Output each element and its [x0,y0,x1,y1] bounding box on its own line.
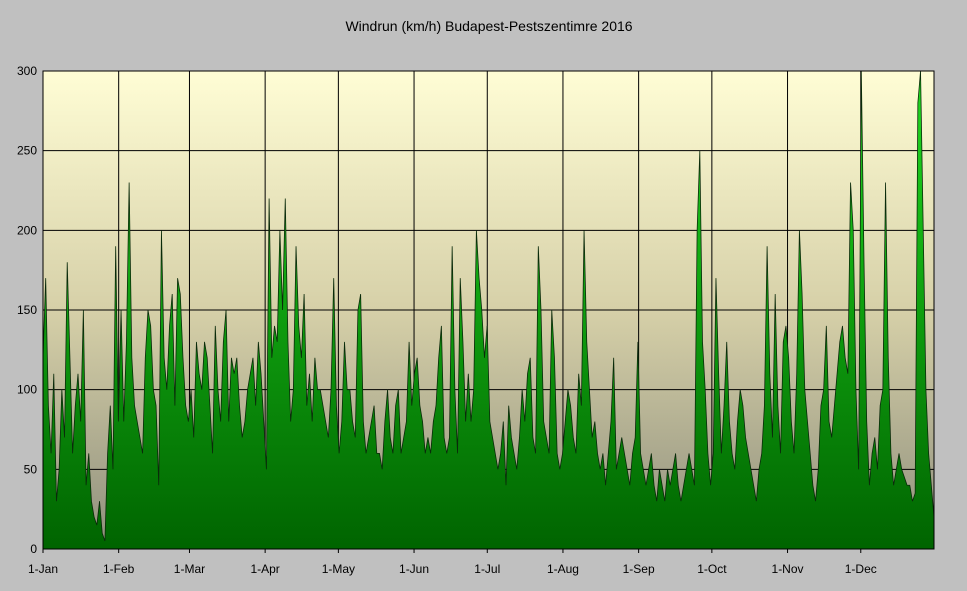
y-tick-label: 150 [17,303,37,317]
y-tick-label: 100 [17,383,37,397]
plot-border [42,70,935,550]
x-tick-label: 1-Mar [174,562,205,576]
series-area-windrun [43,71,934,549]
x-tick-label: 1-Apr [250,562,279,576]
x-tick-label: 1-Jan [28,562,58,576]
x-axis-tick-labels: 1-Jan 1-Feb 1-Mar 1-Apr 1-May 1-Jun 1-Jul 1-Aug… [28,549,877,576]
x-tick-label: 1-Oct [697,562,727,576]
x-tick-label: 1-Dec [845,562,877,576]
y-tick-label: 50 [24,462,38,476]
y-tick-label: 0 [30,542,37,556]
chart-title: Windrun (km/h) Budapest-Pestszentimre 20… [345,18,632,34]
x-tick-label: 1-Jul [474,562,500,576]
x-tick-label: 1-Aug [547,562,579,576]
x-tick-label: 1-Feb [103,562,135,576]
y-tick-label: 200 [17,223,37,237]
x-tick-label: 1-Jun [399,562,429,576]
x-tick-label: 1-Nov [772,562,804,576]
y-tick-label: 250 [17,144,37,158]
y-axis-tick-labels: 0 50 100 150 200 250 300 [17,64,37,556]
x-tick-label: 1-Sep [623,562,655,576]
y-tick-label: 300 [17,64,37,78]
x-tick-label: 1-May [322,562,355,576]
